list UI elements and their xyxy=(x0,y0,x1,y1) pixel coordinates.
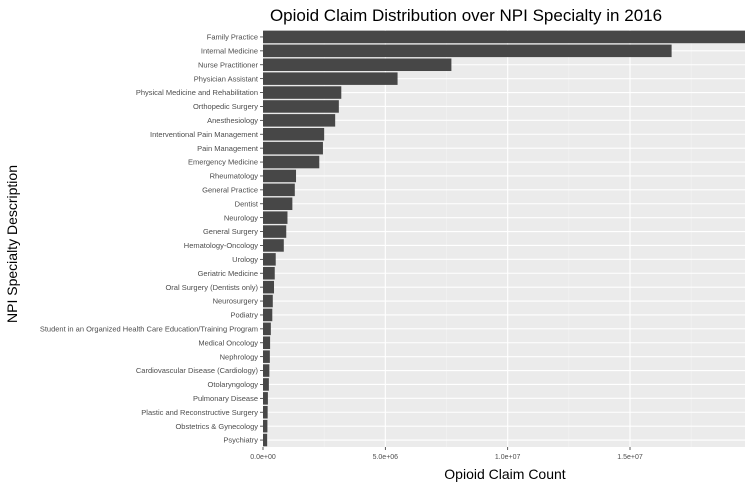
category-label: Student in an Organized Health Care Educ… xyxy=(40,324,258,333)
category-label: Physical Medicine and Rehabilitation xyxy=(136,88,258,97)
plot-panel xyxy=(263,30,745,447)
x-tick-label: 1.0e+07 xyxy=(495,454,521,461)
bar xyxy=(263,114,336,127)
bar xyxy=(263,225,287,238)
bar xyxy=(263,280,275,294)
category-label: Pain Management xyxy=(197,144,259,153)
bar xyxy=(263,350,270,363)
bar xyxy=(263,211,288,224)
bar xyxy=(263,378,269,391)
chart-title: Opioid Claim Distribution over NPI Speci… xyxy=(270,6,662,25)
x-tick-label: 1.5e+07 xyxy=(617,454,643,461)
category-label: Obstetrics & Gynecology xyxy=(175,422,258,431)
x-axis-title: Opioid Claim Count xyxy=(444,466,565,482)
category-label: General Practice xyxy=(202,185,258,194)
category-label: Plastic and Reconstructive Surgery xyxy=(141,408,258,417)
bar xyxy=(263,44,672,58)
bar xyxy=(263,58,452,72)
category-labels: Family Practice Internal Medicine Nurse Pr… xyxy=(40,33,263,445)
bar xyxy=(263,322,271,336)
bars xyxy=(263,30,745,447)
x-axis-ticks: 0.0e+00 5.0e+06 1.0e+07 1.5e+07 xyxy=(250,447,643,461)
category-label: Hematology-Oncology xyxy=(184,241,258,250)
category-label: Family Practice xyxy=(207,33,258,42)
category-label: Anesthesiology xyxy=(207,116,258,125)
category-label: Dentist xyxy=(235,199,259,208)
category-label: Neurosurgery xyxy=(213,297,259,306)
category-label: Orthopedic Surgery xyxy=(193,102,258,111)
category-label: General Surgery xyxy=(203,227,258,236)
bar xyxy=(263,197,293,211)
bar xyxy=(263,392,268,405)
category-label: Rheumatology xyxy=(210,172,259,181)
category-label: Physician Assistant xyxy=(194,74,259,83)
category-label: Interventional Pain Management xyxy=(150,130,259,139)
bar xyxy=(263,127,325,141)
category-label: Medical Oncology xyxy=(198,338,258,347)
category-label: Urology xyxy=(232,255,258,264)
bar xyxy=(263,155,320,169)
bar xyxy=(263,86,342,99)
x-tick-label: 5.0e+06 xyxy=(373,454,399,461)
category-label: Psychiatry xyxy=(223,436,258,445)
bar xyxy=(263,30,745,44)
bar xyxy=(263,141,323,155)
bar xyxy=(263,183,295,197)
bar xyxy=(263,266,275,280)
bar xyxy=(263,433,268,447)
bar xyxy=(263,294,273,308)
bar xyxy=(263,239,284,252)
category-label: Internal Medicine xyxy=(201,46,258,55)
bar xyxy=(263,308,273,322)
category-label: Nephrology xyxy=(220,352,259,361)
bar xyxy=(263,253,276,266)
category-label: Oral Surgery (Dentists only) xyxy=(165,283,258,292)
bar xyxy=(263,169,297,183)
category-label: Cardiovascular Disease (Cardiology) xyxy=(136,366,259,375)
category-label: Geriatric Medicine xyxy=(198,269,258,278)
category-label: Otolaryngology xyxy=(208,380,259,389)
bar xyxy=(263,72,398,85)
x-tick-label: 0.0e+00 xyxy=(250,454,276,461)
category-label: Neurology xyxy=(224,213,258,222)
bar xyxy=(263,405,268,419)
bar xyxy=(263,336,271,350)
category-label: Nurse Practitioner xyxy=(198,60,259,69)
bar xyxy=(263,419,268,433)
bar xyxy=(263,100,339,113)
category-label: Podiatry xyxy=(230,311,258,320)
category-label: Emergency Medicine xyxy=(188,158,258,167)
y-axis-title: NPI Specialty Description xyxy=(4,165,20,323)
category-label: Pulmonary Disease xyxy=(193,394,258,403)
bar xyxy=(263,364,270,377)
